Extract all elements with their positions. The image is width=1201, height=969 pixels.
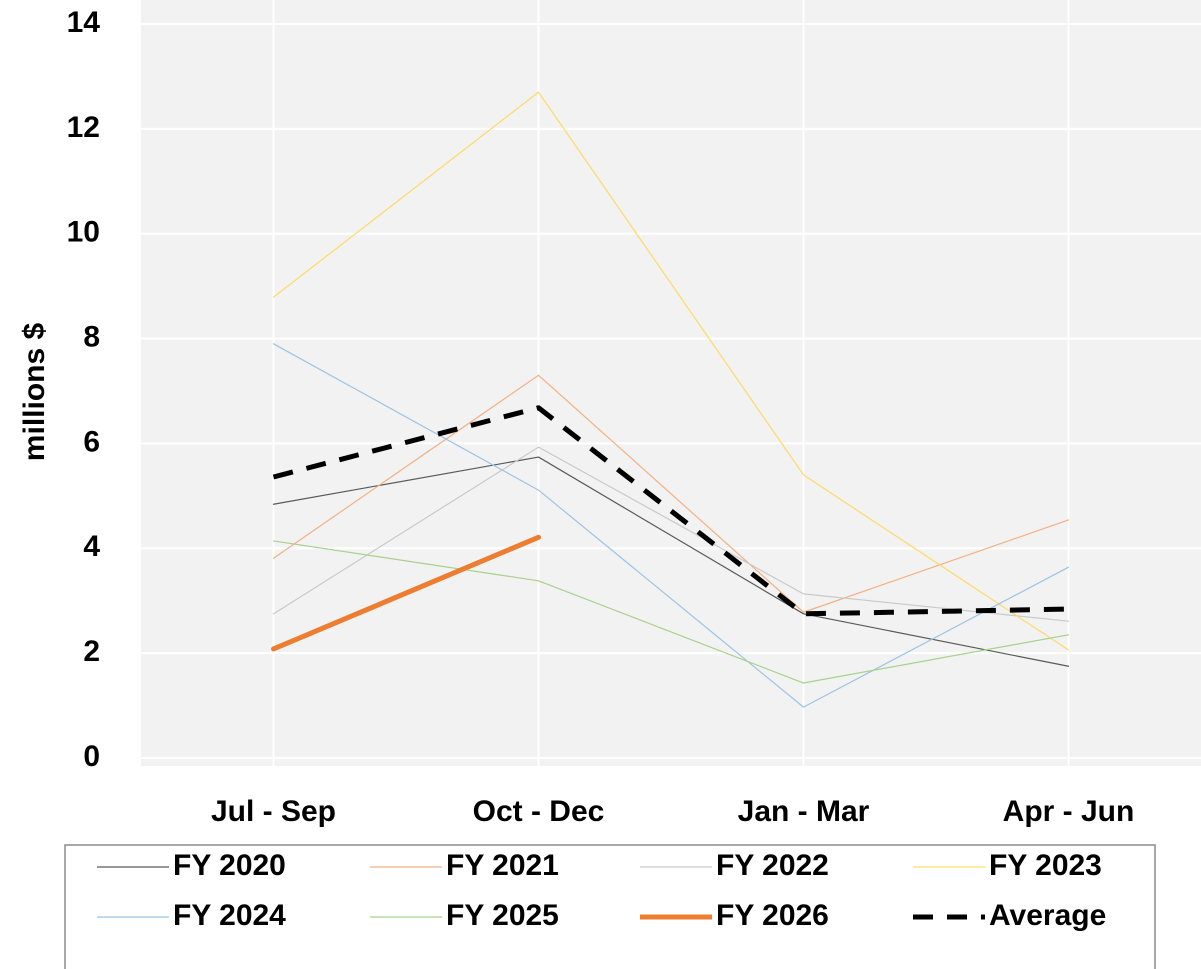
y-axis-title: millions $ — [18, 323, 51, 462]
series-line — [272, 91, 1070, 651]
legend-label: FY 2023 — [989, 849, 1102, 882]
series-line — [272, 456, 1070, 667]
y-tick-label: 6 — [83, 425, 100, 458]
x-tick-label: Jan - Mar — [738, 795, 870, 828]
y-tick-label: 2 — [83, 635, 100, 668]
legend-label: FY 2020 — [173, 849, 286, 882]
y-tick-label: 8 — [83, 320, 100, 353]
legend-box — [64, 844, 1156, 969]
x-tick-label: Jul - Sep — [211, 795, 336, 828]
legend-label: Average — [989, 899, 1106, 932]
legend-label: FY 2026 — [716, 899, 829, 932]
legend-label: FY 2021 — [446, 849, 559, 882]
y-tick-label: 10 — [67, 216, 100, 249]
series-line — [271, 534, 541, 652]
legend-label: FY 2024 — [173, 899, 286, 932]
series-line — [272, 343, 1070, 708]
x-tick-label: Apr - Jun — [1003, 795, 1135, 828]
series-line — [272, 374, 1070, 613]
legend-label: FY 2025 — [446, 899, 559, 932]
y-tick-label: 0 — [83, 740, 100, 773]
series-line — [272, 446, 1070, 622]
plot-area — [141, 0, 1201, 766]
y-tick-label: 4 — [83, 530, 100, 563]
legend-label: FY 2022 — [716, 849, 829, 882]
series-line — [272, 405, 1069, 617]
x-tick-label: Oct - Dec — [473, 795, 605, 828]
y-tick-label: 14 — [67, 6, 101, 39]
series-line — [272, 540, 1070, 684]
y-tick-label: 12 — [67, 111, 100, 144]
